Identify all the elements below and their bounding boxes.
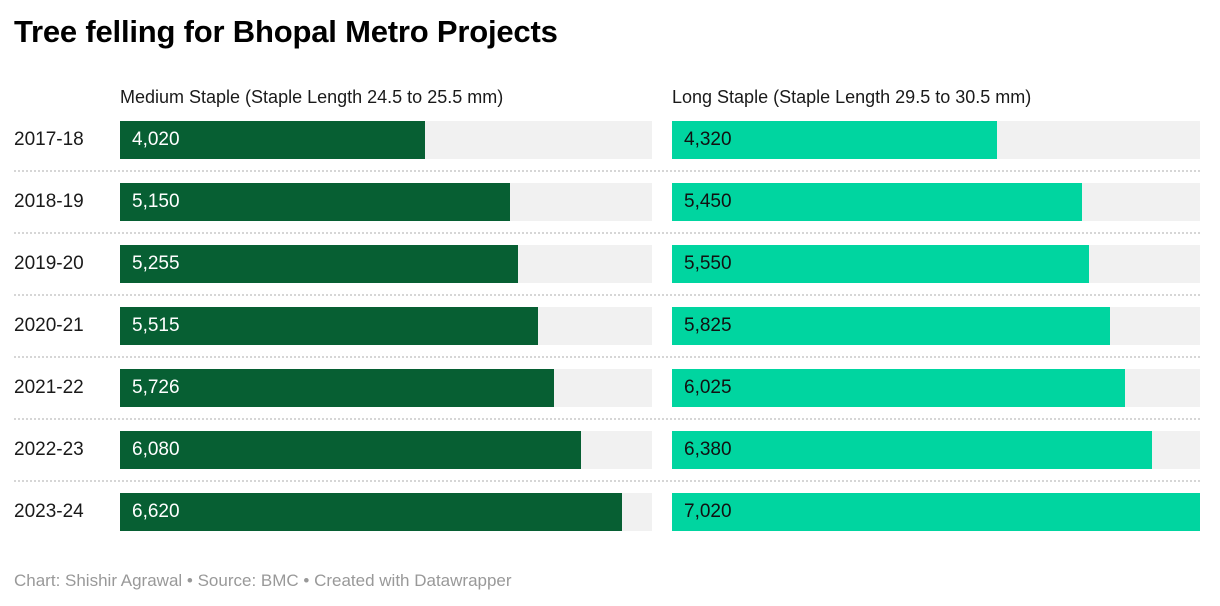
- row-separator: [14, 345, 1200, 369]
- bar-long-staple: 5,825: [672, 307, 1111, 345]
- bar-value-label: 6,620: [132, 501, 180, 522]
- table-row: 2022-23 6,080 6,380: [14, 431, 1200, 469]
- row-label: 2018-19: [14, 191, 84, 212]
- bar-track-medium: 6,620: [120, 493, 652, 531]
- row-label: 2019-20: [14, 253, 84, 274]
- bar-value-label: 6,080: [132, 439, 180, 460]
- column-header-medium-staple: Medium Staple (Staple Length 24.5 to 25.…: [120, 87, 504, 107]
- bar-track-long: 7,020: [672, 493, 1200, 531]
- bar-track-long: 6,380: [672, 431, 1200, 469]
- bar-track-long: 5,550: [672, 245, 1200, 283]
- bar-long-staple: 5,450: [672, 183, 1082, 221]
- bar-track-medium: 5,255: [120, 245, 652, 283]
- bar-value-label: 5,726: [132, 377, 180, 398]
- chart-credit-footer: Chart: Shishir Agrawal • Source: BMC • C…: [14, 571, 512, 590]
- table-row: 2020-21 5,515 5,825: [14, 307, 1200, 345]
- row-label: 2017-18: [14, 129, 84, 150]
- row-separator: [14, 469, 1200, 493]
- bar-value-label: 6,025: [684, 377, 732, 398]
- bar-track-long: 5,450: [672, 183, 1200, 221]
- bar-value-label: 5,550: [684, 253, 732, 274]
- bar-long-staple: 5,550: [672, 245, 1090, 283]
- bar-long-staple: 6,380: [672, 431, 1152, 469]
- row-separator: [14, 221, 1200, 245]
- bar-value-label: 5,150: [132, 191, 180, 212]
- bar-medium-staple: 5,150: [120, 183, 511, 221]
- bar-medium-staple: 5,726: [120, 369, 554, 407]
- bar-medium-staple: 5,515: [120, 307, 538, 345]
- bar-medium-staple: 6,080: [120, 431, 581, 469]
- row-separator: [14, 159, 1200, 183]
- row-label: 2021-22: [14, 377, 84, 398]
- bar-long-staple: 7,020: [672, 493, 1200, 531]
- column-header-long-staple: Long Staple (Staple Length 29.5 to 30.5 …: [672, 87, 1032, 107]
- bar-chart: 2017-18 4,020 4,320 2018-19 5,150: [14, 121, 1200, 531]
- bar-value-label: 6,380: [684, 439, 732, 460]
- bar-long-staple: 6,025: [672, 369, 1126, 407]
- row-separator: [14, 407, 1200, 431]
- bar-long-staple: 4,320: [672, 121, 997, 159]
- table-row: 2017-18 4,020 4,320: [14, 121, 1200, 159]
- bar-track-medium: 6,080: [120, 431, 652, 469]
- bar-track-medium: 4,020: [120, 121, 652, 159]
- bar-medium-staple: 5,255: [120, 245, 519, 283]
- bar-value-label: 5,825: [684, 315, 732, 336]
- bar-value-label: 5,450: [684, 191, 732, 212]
- bar-track-medium: 5,150: [120, 183, 652, 221]
- table-row: 2023-24 6,620 7,020: [14, 493, 1200, 531]
- row-label: 2022-23: [14, 439, 84, 460]
- bar-medium-staple: 6,620: [120, 493, 622, 531]
- row-label: 2020-21: [14, 315, 84, 336]
- row-separator: [14, 283, 1200, 307]
- bar-value-label: 4,320: [684, 129, 732, 150]
- table-row: 2019-20 5,255 5,550: [14, 245, 1200, 283]
- bar-track-medium: 5,726: [120, 369, 652, 407]
- bar-track-long: 6,025: [672, 369, 1200, 407]
- bar-medium-staple: 4,020: [120, 121, 425, 159]
- chart-title: Tree felling for Bhopal Metro Projects: [14, 14, 558, 49]
- row-label: 2023-24: [14, 501, 84, 522]
- bar-value-label: 5,515: [132, 315, 180, 336]
- bar-value-label: 4,020: [132, 129, 180, 150]
- bar-track-long: 5,825: [672, 307, 1200, 345]
- bar-track-medium: 5,515: [120, 307, 652, 345]
- table-row: 2018-19 5,150 5,450: [14, 183, 1200, 221]
- bar-value-label: 5,255: [132, 253, 180, 274]
- column-headers: Medium Staple (Staple Length 24.5 to 25.…: [14, 86, 1200, 108]
- bar-track-long: 4,320: [672, 121, 1200, 159]
- bar-value-label: 7,020: [684, 501, 732, 522]
- table-row: 2021-22 5,726 6,025: [14, 369, 1200, 407]
